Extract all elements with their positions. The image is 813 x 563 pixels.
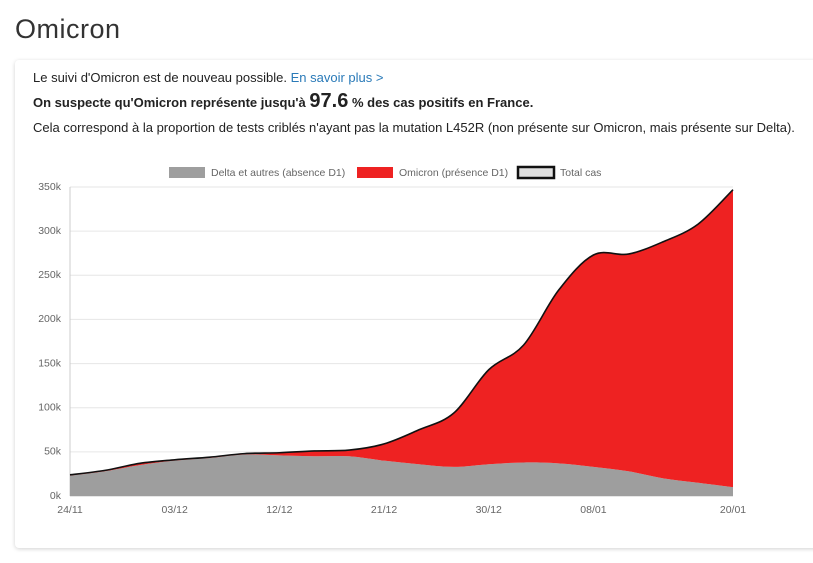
x-tick-label: 12/12 <box>266 504 292 516</box>
estimate-value: 97.6 <box>309 90 349 112</box>
y-tick-label: 150k <box>38 357 62 369</box>
legend-swatch <box>516 165 556 180</box>
legend-label: Total cas <box>560 167 601 179</box>
x-tick-label: 08/01 <box>580 504 606 516</box>
legend-swatch <box>169 167 205 178</box>
y-tick-label: 300k <box>38 225 62 237</box>
y-tick-label: 50k <box>44 446 62 458</box>
y-tick-label: 350k <box>38 181 62 193</box>
y-tick-label: 100k <box>38 401 62 413</box>
page-title: Omicron <box>15 14 121 44</box>
area <box>70 454 733 496</box>
explanation: Cela correspond à la proportion de tests… <box>33 120 795 135</box>
x-tick-label: 30/12 <box>476 504 502 516</box>
area <box>70 189 733 488</box>
legend-label: Delta et autres (absence D1) <box>211 167 345 179</box>
y-tick-label: 0k <box>50 490 62 502</box>
more-link[interactable]: En savoir plus > <box>290 70 384 85</box>
y-tick-label: 250k <box>38 269 62 281</box>
y-tick-label: 200k <box>38 313 62 325</box>
x-tick-label: 03/12 <box>162 504 188 516</box>
notice-text: Le suivi d'Omicron est de nouveau possib… <box>33 70 287 85</box>
estimate-after: % des cas positifs en France. <box>351 95 534 110</box>
x-tick-label: 21/12 <box>371 504 397 516</box>
estimate: On suspecte qu'Omicron représente jusqu'… <box>33 90 533 113</box>
legend-label: Omicron (présence D1) <box>399 167 508 179</box>
notice: Le suivi d'Omicron est de nouveau possib… <box>33 70 383 85</box>
legend-swatch <box>357 167 393 178</box>
x-tick-label: 24/11 <box>57 504 83 516</box>
estimate-before: On suspecte qu'Omicron représente jusqu'… <box>33 95 306 110</box>
total-line <box>69 189 734 476</box>
x-tick-label: 20/01 <box>720 504 746 516</box>
